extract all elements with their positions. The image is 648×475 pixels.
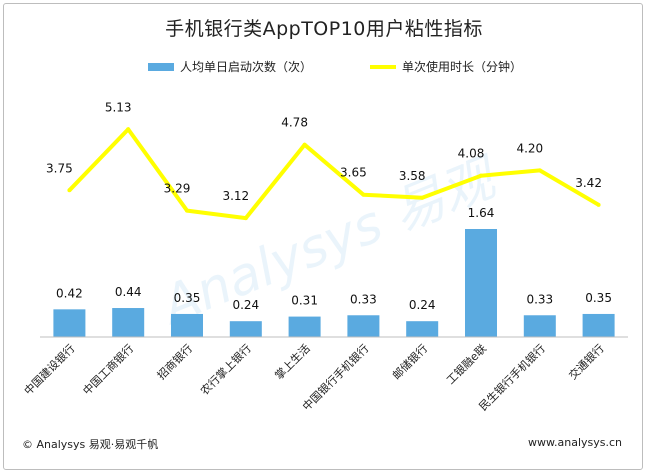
bar-value-label-6: 0.33: [350, 292, 377, 306]
bar-6: [347, 315, 380, 337]
line-series: [67, 127, 600, 221]
category-label-5: 掌上生活: [272, 341, 313, 382]
chart-title: 手机银行类AppTOP10用户粘性指标: [165, 18, 483, 40]
line-point-6: [361, 192, 366, 197]
line-point-8: [479, 173, 483, 178]
bar-value-label-8: 1.64: [468, 206, 495, 220]
line-point-9: [537, 168, 542, 173]
legend-line-swatch: [370, 64, 396, 69]
legend-bar-swatch: [148, 62, 174, 71]
line-value-label-10: 3.42: [575, 176, 602, 190]
line-point-1: [67, 188, 72, 193]
bar-5: [288, 316, 321, 337]
bar-value-label-4: 0.24: [232, 298, 259, 312]
line-value-label-9: 4.20: [516, 141, 543, 155]
bar-value-label-2: 0.44: [115, 285, 142, 299]
legend-line-label: 单次使用时长（分钟）: [402, 60, 523, 74]
bar-1: [53, 309, 86, 337]
bar-9: [523, 315, 556, 337]
line-point-3: [185, 208, 189, 213]
bar-8: [465, 229, 497, 337]
line-point-2: [126, 127, 131, 132]
line-value-label-7: 3.58: [399, 169, 426, 183]
legend-bar: 人均单日启动次数（次）: [148, 58, 312, 75]
category-label-8: 工银融e联: [443, 341, 489, 387]
bar-2: [112, 308, 145, 337]
category-label-2: 中国工商银行: [80, 341, 137, 398]
footer-website: www.analysys.cn: [528, 436, 622, 449]
bar-value-label-9: 0.33: [526, 292, 553, 306]
line-value-label-6: 3.65: [340, 166, 367, 180]
footer-copyright: © Analysys 易观·易观千帆: [22, 438, 159, 451]
category-label-10: 交通银行: [566, 341, 607, 382]
line-point-5: [302, 142, 307, 147]
category-label-7: 邮储银行: [389, 341, 430, 382]
category-label-1: 中国建设银行: [21, 341, 78, 398]
line-value-label-5: 4.78: [281, 116, 308, 130]
chart-frame: [3, 3, 643, 470]
category-label-4: 农行掌上银行: [197, 341, 254, 398]
bar-value-label-5: 0.31: [291, 294, 318, 308]
line-point-4: [243, 216, 248, 221]
bar-value-label-3: 0.35: [174, 291, 201, 305]
line-value-label-2: 5.13: [105, 100, 132, 114]
legend-line: 单次使用时长（分钟）: [370, 58, 522, 75]
bar-value-label-7: 0.24: [409, 298, 436, 312]
bar-10: [582, 313, 615, 337]
bar-4: [229, 321, 262, 337]
category-label-3: 招商银行: [154, 341, 195, 382]
watermark-text: Analysys 易观: [152, 147, 508, 338]
bar-3: [171, 313, 203, 337]
legend-bar-label: 人均单日启动次数（次）: [180, 60, 313, 74]
line-value-label-1: 3.75: [46, 161, 73, 175]
bar-7: [406, 321, 439, 337]
line-value-label-8: 4.08: [458, 147, 485, 161]
bar-value-label-10: 0.35: [585, 291, 612, 305]
line-value-label-3: 3.29: [164, 182, 191, 196]
line-point-7: [420, 195, 425, 200]
line-value-label-4: 3.12: [222, 189, 249, 203]
bar-value-label-1: 0.42: [56, 286, 83, 300]
line-point-10: [596, 202, 601, 207]
